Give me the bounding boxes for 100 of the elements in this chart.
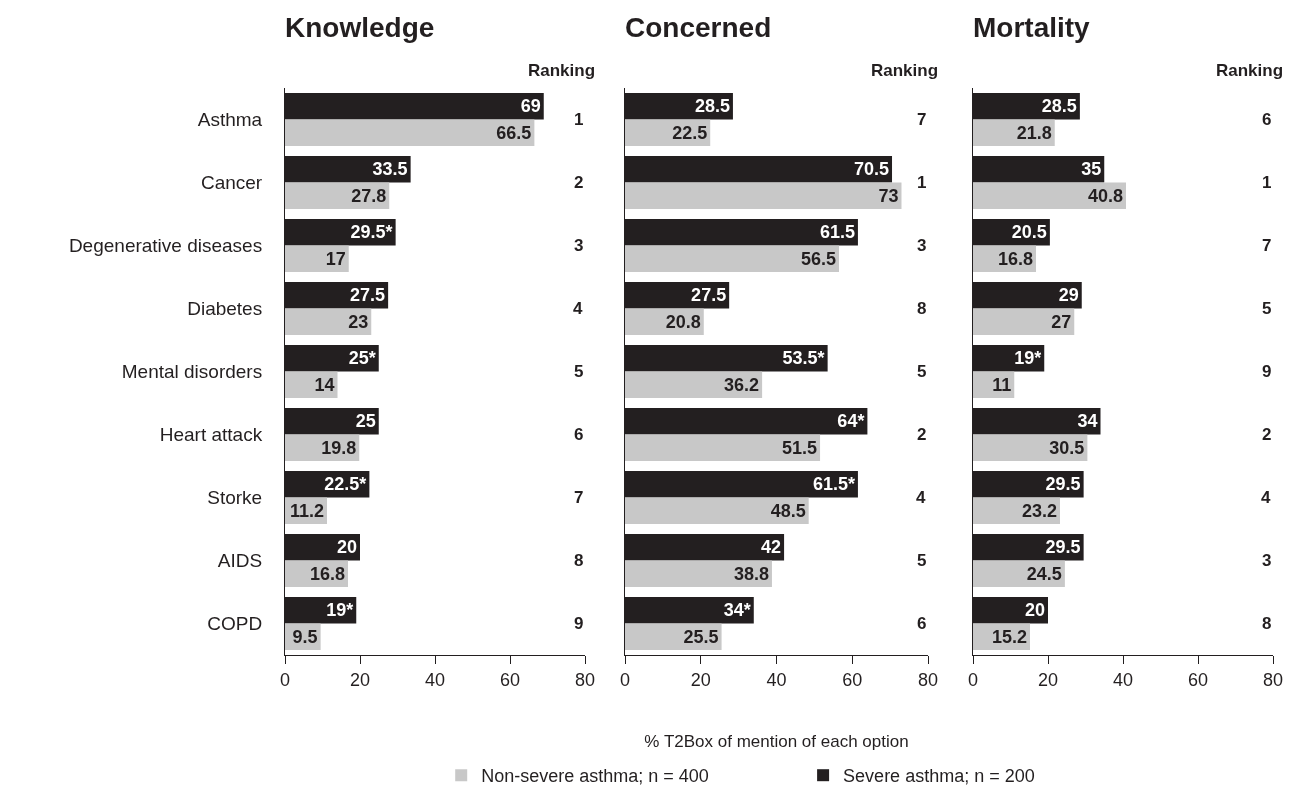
data-label: 20 [336, 537, 357, 558]
x-tick-label: 80 [574, 669, 596, 690]
annotation: 6 [917, 614, 927, 633]
text: Ranking [528, 61, 596, 80]
data-label: 11 [992, 374, 1012, 395]
data-label: 61.5* [812, 474, 855, 495]
data-label: 48.5 [770, 500, 806, 521]
data-label: 56.5 [800, 248, 836, 269]
legend-label: Severe asthma; n = 200 [843, 766, 1035, 787]
x-tick-label: 20 [1037, 669, 1059, 690]
data-label: 22.5* [324, 474, 367, 495]
x-tick-label: 20 [690, 669, 711, 690]
annotation: 2 [1262, 425, 1272, 444]
bar [285, 308, 372, 335]
data-label: 29.5* [350, 222, 393, 243]
data-label: 53.5* [782, 348, 825, 369]
data-label: 19* [326, 600, 354, 621]
text: Ranking [1216, 61, 1284, 80]
y-tick-label: Heart attack [159, 424, 263, 446]
bar [285, 245, 349, 272]
data-label: 19.8 [321, 437, 357, 458]
data-label: 69 [520, 96, 541, 117]
x-axis-title: % T2Box of mention of each option [644, 732, 909, 751]
annotation: 1 [917, 173, 927, 192]
text: Ranking [871, 61, 939, 80]
bar [625, 497, 809, 524]
data-label: 70.5 [853, 159, 890, 180]
data-label: 25 [355, 411, 376, 432]
data-label: 29 [1058, 285, 1079, 306]
x-tick-label: 40 [424, 669, 446, 690]
bar [625, 560, 772, 587]
data-label: 40.8 [1087, 185, 1123, 206]
x-tick-label: 60 [1187, 669, 1209, 690]
data-label: 51.5 [782, 437, 818, 458]
y-tick-label: COPD [207, 613, 263, 635]
annotation: 2 [917, 425, 927, 444]
annotation: 5 [917, 362, 927, 381]
y-tick-label: Storke [207, 487, 263, 509]
data-label: 29.5 [1045, 537, 1081, 558]
annotation: 8 [1262, 614, 1272, 633]
bar [625, 245, 839, 272]
data-label: 35 [1081, 159, 1102, 180]
annotation: 7 [917, 110, 927, 129]
data-label: 16.8 [997, 248, 1033, 269]
data-label: 66.5 [496, 122, 532, 143]
x-tick-label: 60 [842, 669, 863, 690]
annotation: 7 [574, 488, 584, 507]
x-tick-label: 0 [967, 669, 979, 690]
data-label: 20 [1024, 600, 1045, 621]
annotation: 9 [574, 614, 584, 633]
annotation: 4 [1261, 488, 1271, 507]
annotation: 3 [917, 236, 927, 255]
x-tick-label: 0 [279, 669, 291, 690]
data-label: 27.8 [351, 185, 387, 206]
data-label: 20.5 [1011, 222, 1047, 243]
y-tick-label: Diabetes [187, 298, 263, 320]
x-tick-label: 80 [1262, 669, 1284, 690]
annotation: 6 [574, 425, 584, 444]
data-label: 33.5 [372, 159, 408, 180]
bar [973, 308, 1075, 335]
y-tick-label: Mental disorders [121, 361, 263, 383]
bar [285, 119, 535, 146]
annotation: 1 [574, 110, 584, 129]
data-label: 73 [878, 185, 899, 206]
data-label: 36.2 [724, 374, 760, 395]
data-label: 23.2 [1021, 500, 1057, 521]
annotation: 7 [1262, 236, 1272, 255]
annotation: 3 [574, 236, 584, 255]
chart-title: Concerned [625, 11, 772, 43]
x-tick-label: 40 [1112, 669, 1134, 690]
data-label: 23 [348, 311, 369, 332]
annotation: 4 [916, 488, 926, 507]
data-label: 27.5 [691, 285, 727, 306]
bar [625, 182, 902, 209]
data-label: 38.8 [733, 563, 769, 584]
y-tick-label: AIDS [217, 550, 263, 572]
annotation: 8 [574, 551, 584, 570]
data-label: 34 [1077, 411, 1098, 432]
data-label: 61.5 [819, 222, 855, 243]
annotation: 5 [1262, 299, 1272, 318]
annotation: 3 [1262, 551, 1272, 570]
annotation: 1 [1262, 173, 1272, 192]
data-label: 15.2 [991, 626, 1027, 647]
data-label: 42 [761, 537, 782, 558]
data-label: 20.8 [665, 311, 701, 332]
x-tick-label: 60 [499, 669, 521, 690]
data-label: 27 [1051, 311, 1072, 332]
data-label: 34* [723, 600, 751, 621]
data-label: 19* [1014, 348, 1042, 369]
data-label: 11.2 [289, 500, 324, 521]
bar [625, 371, 763, 398]
data-label: 29.5 [1045, 474, 1081, 495]
annotation: 8 [917, 299, 927, 318]
data-label: 17 [325, 248, 346, 269]
annotation: 4 [573, 299, 583, 318]
annotation: 6 [1262, 110, 1272, 129]
y-tick-label: Degenerative diseases [68, 235, 263, 257]
data-label: 25* [348, 348, 376, 369]
chart-title: Mortality [973, 11, 1091, 43]
annotation: 5 [917, 551, 927, 570]
